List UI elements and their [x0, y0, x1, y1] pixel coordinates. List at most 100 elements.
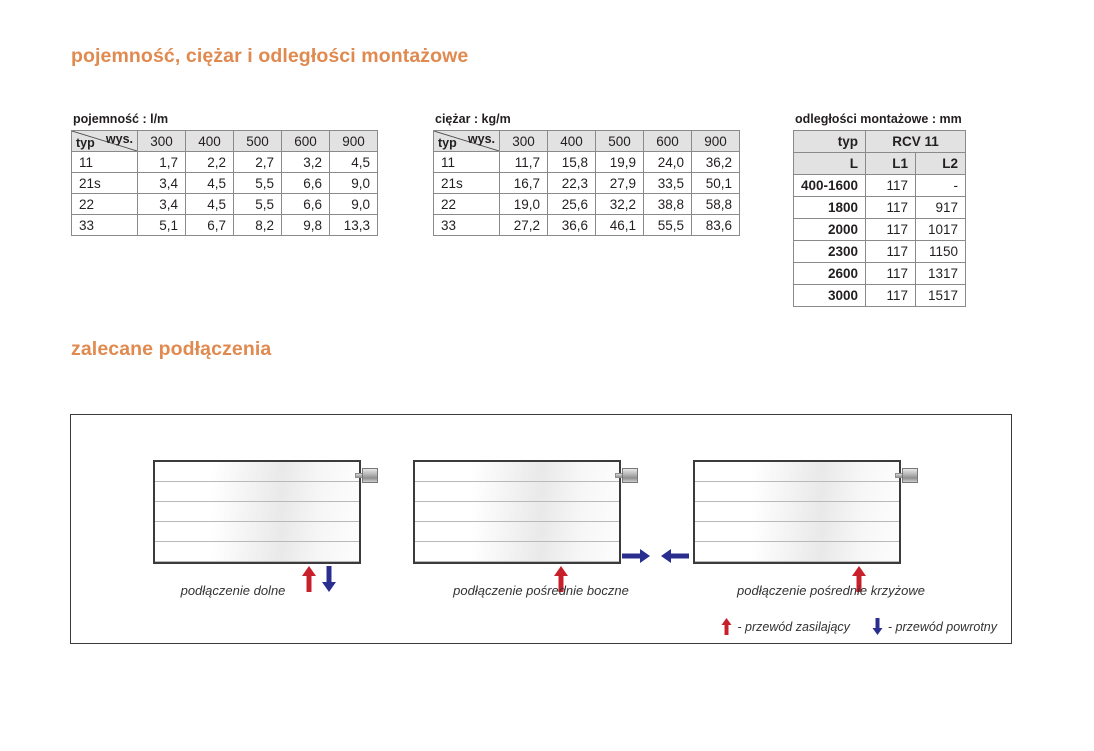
table-cell-l2: 1517 [915, 284, 966, 307]
table-cell: 6,6 [281, 193, 330, 215]
connection-diagrams-panel: podłączenie dolne [70, 414, 1012, 644]
table-cell: 32,2 [595, 193, 644, 215]
mounting-table-caption: odległości montażowe : mm [795, 112, 962, 126]
table-cell: 4,5 [185, 193, 234, 215]
table-cell: 9,0 [329, 172, 378, 194]
corner-diagonal-cell: wys. typ [433, 130, 500, 152]
radiator-illustration [153, 460, 378, 592]
table-cell-l2: - [915, 174, 966, 197]
supply-arrow-up-icon [851, 566, 867, 592]
table-cell: 36,2 [691, 151, 740, 173]
radiator-panel-band [415, 542, 619, 562]
weight-table-caption: ciężar : kg/m [435, 112, 511, 126]
return-arrow-down-icon [321, 566, 337, 592]
radiator-body [413, 460, 638, 564]
row-label: 3000 [793, 284, 866, 307]
table-row: 33 27,2 36,6 46,1 55,5 83,6 [433, 214, 740, 236]
corner-diagonal-cell: wys. typ [71, 130, 138, 152]
supply-arrow-up-icon [721, 618, 732, 635]
legend-item-supply: - przewód zasilający [721, 618, 850, 635]
table-row: 22 3,4 4,5 5,5 6,6 9,0 [71, 193, 378, 215]
row-label: 22 [71, 193, 138, 215]
radiator-panel-band [695, 462, 899, 482]
table-row: 21s 3,4 4,5 5,5 6,6 9,0 [71, 172, 378, 194]
column-header: 400 [547, 130, 596, 152]
table-cell: 9,0 [329, 193, 378, 215]
column-header: 300 [137, 130, 186, 152]
radiator-panel-band [695, 482, 899, 502]
table-cell: 8,2 [233, 214, 282, 236]
corner-label-height: wys. [467, 132, 495, 146]
row-label: 33 [71, 214, 138, 236]
table-cell-l1: 117 [865, 196, 916, 219]
corner-label-type: typ [438, 136, 457, 150]
row-label: 11 [433, 151, 500, 173]
table-cell: 46,1 [595, 214, 644, 236]
radiator-panel-band [415, 462, 619, 482]
return-arrow-left-icon [661, 548, 689, 564]
column-header: 400 [185, 130, 234, 152]
radiator-panel-band [415, 522, 619, 542]
radiator-panel-band [695, 542, 899, 562]
valve-body [362, 468, 378, 483]
table-cell: 3,4 [137, 193, 186, 215]
diagram-bottom-connection: podłączenie dolne [83, 415, 383, 643]
table-cell: 25,6 [547, 193, 596, 215]
table-cell: 11,7 [499, 151, 548, 173]
table-cell: 6,6 [281, 172, 330, 194]
column-header: 500 [233, 130, 282, 152]
table-cell: 33,5 [643, 172, 692, 194]
diagram-side-connection: podłączenie pośrednie boczne [391, 415, 691, 643]
table-cell: 13,3 [329, 214, 378, 236]
table-cell: 27,9 [595, 172, 644, 194]
row-label: 2000 [793, 218, 866, 241]
table-cell: 1,7 [137, 151, 186, 173]
section-title-recommended-connections: zalecane podłączenia [71, 338, 272, 360]
table-cell-l2: 1150 [915, 240, 966, 263]
row-label: 400-1600 [793, 174, 866, 197]
radiator-illustration [661, 460, 918, 592]
table-cell: 16,7 [499, 172, 548, 194]
table-header-row: wys. typ 300 400 500 600 900 [433, 130, 740, 152]
mounting-table: typ RCV 11 L L1 L2 400-1600 117 - 1800 1… [793, 130, 966, 307]
table-cell: 2,7 [233, 151, 282, 173]
column-header: 600 [643, 130, 692, 152]
diagram-caption: podłączenie pośrednie boczne [453, 583, 629, 598]
table-header-row: wys. typ 300 400 500 600 900 [71, 130, 378, 152]
table-cell: 19,0 [499, 193, 548, 215]
capacity-table: wys. typ 300 400 500 600 900 11 1,7 2,2 … [71, 130, 378, 236]
table-cell: 83,6 [691, 214, 740, 236]
row-label: 2300 [793, 240, 866, 263]
radiator-body [153, 460, 378, 564]
table-cell-l2: 1317 [915, 262, 966, 285]
radiator-panel-band [155, 502, 359, 522]
table-cell: 9,8 [281, 214, 330, 236]
weight-table-block: ciężar : kg/m wys. typ 300 400 500 600 9… [433, 112, 740, 236]
table-cell: 5,5 [233, 172, 282, 194]
header-type-label: typ [793, 130, 866, 153]
table-cell: 55,5 [643, 214, 692, 236]
row-label: 2600 [793, 262, 866, 285]
header-l1: L1 [865, 152, 916, 175]
table-cell-l2: 1017 [915, 218, 966, 241]
column-header: 500 [595, 130, 644, 152]
table-row: 400-1600 117 - [793, 174, 966, 197]
table-cell: 27,2 [499, 214, 548, 236]
table-cell: 22,3 [547, 172, 596, 194]
corner-label-type: typ [76, 136, 95, 150]
table-cell: 4,5 [185, 172, 234, 194]
supply-arrow-up-icon [553, 566, 569, 592]
header-l2: L2 [915, 152, 966, 175]
table-cell-l1: 117 [865, 174, 916, 197]
table-cell: 19,9 [595, 151, 644, 173]
table-row: 33 5,1 6,7 8,2 9,8 13,3 [71, 214, 378, 236]
valve-body [622, 468, 638, 483]
table-cell: 3,2 [281, 151, 330, 173]
table-cell: 24,0 [643, 151, 692, 173]
column-header: 900 [329, 130, 378, 152]
column-header: 600 [281, 130, 330, 152]
table-cell-l1: 117 [865, 240, 916, 263]
radiator-panel-band [415, 482, 619, 502]
corner-label-height: wys. [105, 132, 133, 146]
table-cell: 58,8 [691, 193, 740, 215]
